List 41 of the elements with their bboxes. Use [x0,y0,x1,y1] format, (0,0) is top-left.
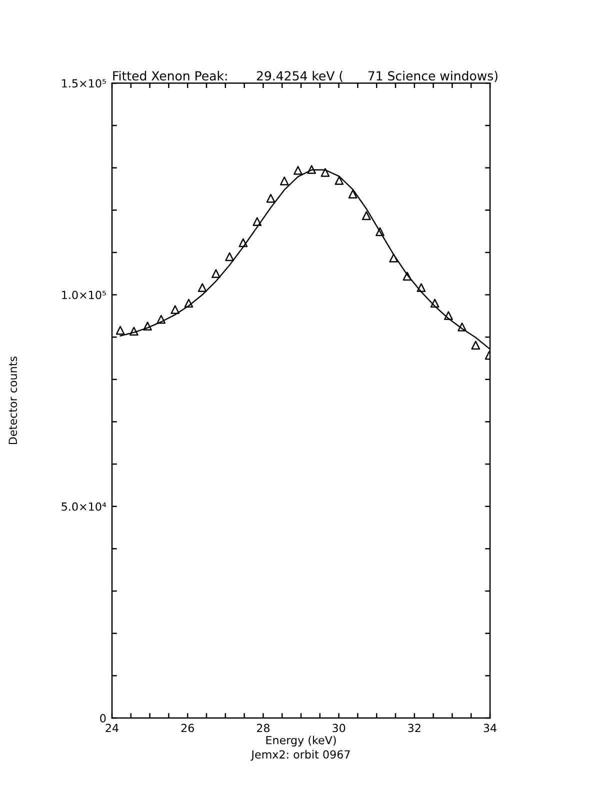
point [307,165,316,174]
text: Jemx2: orbit 0967 [250,750,350,761]
x-axis-title: Energy (keV) [266,736,336,746]
point [458,322,466,332]
point [238,238,248,248]
point [143,322,152,331]
x-tick-label: 30 [332,724,346,732]
point [402,272,412,281]
x-tick-label: 26 [181,724,194,732]
y-tick-label: 0 [100,714,106,722]
point [362,211,371,220]
point [116,326,125,335]
point [170,305,180,314]
point [471,340,480,350]
point [252,217,262,226]
y-tick-label: 1.0×10⁵ [62,290,106,300]
y-axis-title: Detector counts [8,356,18,444]
point [389,254,398,262]
x-tick-label: 34 [484,724,496,732]
chart-title: Fitted Xenon Peak: 29.4254 keV ( 71 Science windows) [113,70,498,82]
x-tick-label: 28 [256,724,270,732]
point [225,252,234,262]
point [129,326,138,336]
point [198,283,207,292]
point [294,166,302,175]
point [280,176,289,186]
point [184,298,194,308]
y-tick-label: 1.5×10⁵ [62,79,106,88]
point [212,269,220,278]
point [156,314,166,324]
x-tick-label: 32 [408,724,420,732]
point [348,190,358,198]
x-tick-label: 24 [106,724,118,732]
point [430,298,440,308]
point [376,227,384,236]
point [444,311,453,320]
point [266,194,276,203]
point [416,283,426,292]
point [334,176,344,185]
point [320,168,330,177]
y-tick-label: 5.0×10⁴ [62,502,106,511]
